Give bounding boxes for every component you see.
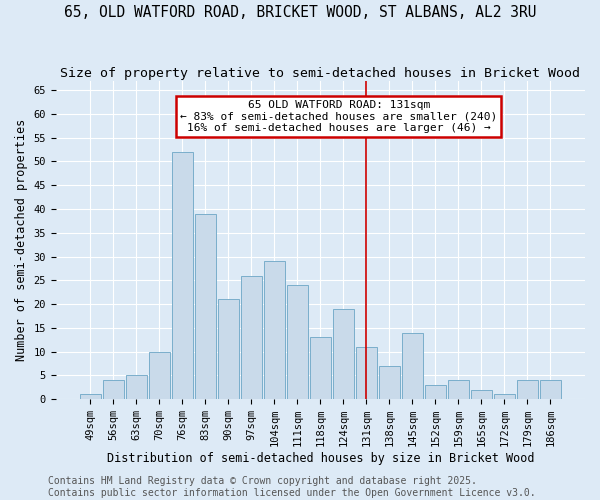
X-axis label: Distribution of semi-detached houses by size in Bricket Wood: Distribution of semi-detached houses by … <box>107 452 534 465</box>
Bar <box>333 309 354 399</box>
Title: Size of property relative to semi-detached houses in Bricket Wood: Size of property relative to semi-detach… <box>61 68 580 80</box>
Bar <box>517 380 538 399</box>
Bar <box>103 380 124 399</box>
Bar <box>80 394 101 399</box>
Bar <box>402 332 423 399</box>
Text: Contains HM Land Registry data © Crown copyright and database right 2025.
Contai: Contains HM Land Registry data © Crown c… <box>48 476 536 498</box>
Bar <box>540 380 561 399</box>
Bar <box>379 366 400 399</box>
Text: 65 OLD WATFORD ROAD: 131sqm
← 83% of semi-detached houses are smaller (240)
16% : 65 OLD WATFORD ROAD: 131sqm ← 83% of sem… <box>180 100 497 132</box>
Bar <box>494 394 515 399</box>
Text: 65, OLD WATFORD ROAD, BRICKET WOOD, ST ALBANS, AL2 3RU: 65, OLD WATFORD ROAD, BRICKET WOOD, ST A… <box>64 5 536 20</box>
Bar <box>264 262 285 399</box>
Bar <box>471 390 492 399</box>
Bar <box>241 276 262 399</box>
Bar <box>172 152 193 399</box>
Bar <box>218 300 239 399</box>
Y-axis label: Number of semi-detached properties: Number of semi-detached properties <box>15 118 28 361</box>
Bar <box>126 376 147 399</box>
Bar <box>425 385 446 399</box>
Bar <box>195 214 216 399</box>
Bar <box>356 347 377 399</box>
Bar <box>310 338 331 399</box>
Bar <box>287 285 308 399</box>
Bar <box>448 380 469 399</box>
Bar <box>149 352 170 399</box>
